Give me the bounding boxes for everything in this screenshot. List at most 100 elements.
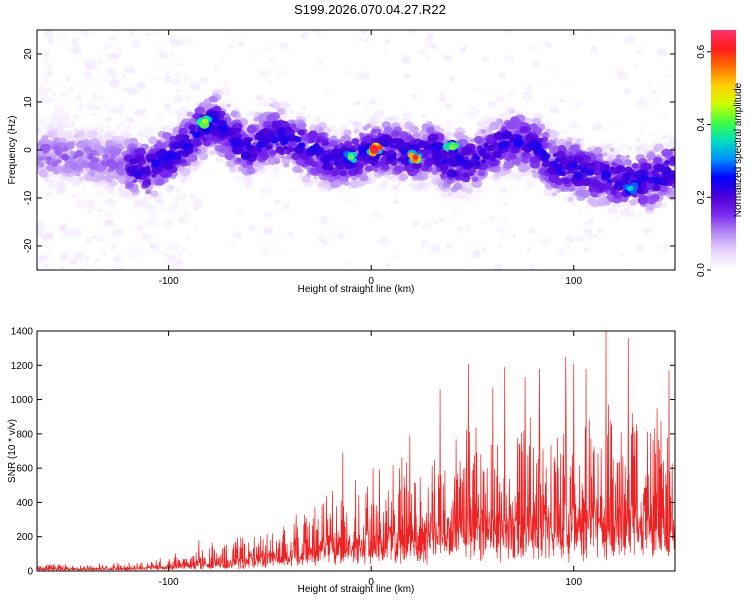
heatmap-cell	[583, 246, 590, 253]
heatmap-cell	[320, 154, 331, 164]
heatmap-cell	[636, 244, 645, 251]
heatmap-cell	[638, 213, 643, 218]
heatmap-cell	[454, 132, 464, 140]
y-tick-label: 1400	[11, 327, 34, 338]
heatmap-cell	[496, 225, 505, 233]
heatmap-cell	[125, 246, 136, 254]
heatmap-cell	[103, 132, 113, 140]
heatmap-cell	[161, 126, 168, 132]
heatmap-cell	[220, 125, 229, 132]
heatmap-cell	[289, 52, 294, 57]
heatmap-cell	[293, 136, 302, 143]
heatmap-cell	[513, 138, 524, 148]
heatmap-cell	[59, 137, 67, 144]
heatmap-cell	[112, 255, 122, 263]
heatmap-cell	[153, 144, 159, 148]
heatmap-cell	[71, 38, 78, 44]
heatmap-cell	[258, 132, 264, 137]
heatmap-cell	[576, 138, 582, 143]
heatmap-cell	[592, 122, 604, 132]
heatmap-cell	[138, 261, 144, 265]
heatmap-cell	[401, 57, 410, 65]
heatmap-cell	[88, 210, 92, 214]
heatmap-cell	[611, 162, 617, 166]
heatmap-cell	[525, 182, 533, 189]
heatmap-cell	[41, 254, 50, 261]
heatmap-cell	[175, 88, 182, 94]
heatmap-cell	[445, 131, 453, 137]
colorbar-tick-label: 0.6	[696, 44, 707, 58]
heatmap-cell	[135, 147, 146, 156]
heatmap-cell	[58, 79, 63, 83]
heatmap-cell	[165, 71, 170, 75]
heatmap-cell	[177, 192, 187, 201]
heatmap-cell	[48, 72, 54, 77]
heatmap-cell	[358, 149, 369, 157]
heatmap-cell	[587, 197, 597, 205]
heatmap-cell	[573, 172, 584, 180]
snr-y-label: SNR (10 * v/v)	[7, 419, 18, 483]
heatmap-cell	[412, 154, 419, 160]
heatmap-cell	[163, 75, 173, 83]
heatmap-cell	[125, 194, 133, 200]
heatmap-cell	[440, 173, 446, 178]
heatmap-cell	[502, 215, 508, 221]
heatmap-cell	[315, 58, 324, 66]
heatmap-cell	[328, 152, 335, 158]
heatmap-cell	[288, 109, 295, 115]
heatmap-cell	[39, 94, 51, 103]
heatmap-cell	[84, 255, 91, 261]
heatmap-cell	[89, 99, 95, 104]
heatmap-cell	[662, 30, 673, 39]
heatmap-cell	[257, 113, 269, 122]
heatmap-cell	[139, 107, 148, 114]
y-tick-label: 200	[16, 532, 33, 543]
heatmap-cell	[447, 192, 453, 196]
heatmap-cell	[601, 170, 612, 180]
heatmap-cell	[269, 149, 277, 156]
heatmap-cell	[468, 263, 474, 268]
heatmap-cell	[582, 222, 589, 227]
heatmap-cell	[76, 103, 84, 110]
heatmap-cell	[483, 142, 489, 148]
heatmap-cell	[109, 161, 119, 170]
heatmap-cell	[286, 146, 295, 153]
heatmap-cell	[445, 243, 453, 250]
heatmap-cell	[178, 107, 189, 116]
heatmap-cell	[205, 167, 210, 171]
heatmap-cell	[256, 147, 262, 152]
heatmap-cell	[667, 134, 673, 139]
heatmap-cell	[431, 142, 442, 151]
heatmap-cell	[636, 188, 644, 195]
x-tick-label: -100	[159, 276, 179, 287]
heatmap-cell	[493, 132, 504, 140]
heatmap-cell	[614, 168, 621, 174]
heatmap-cell	[408, 30, 416, 34]
heatmap-cell	[452, 214, 458, 219]
heatmap-cell	[607, 179, 613, 184]
heatmap-cell	[474, 160, 481, 167]
heatmap-cell	[262, 101, 269, 107]
heatmap-cell	[573, 101, 582, 108]
heatmap-cell	[314, 118, 320, 123]
heatmap-cell	[469, 138, 475, 143]
heatmap-cell	[88, 155, 93, 160]
heatmap-cell	[185, 235, 192, 241]
heatmap-cell	[149, 136, 157, 143]
heatmap-cell	[632, 171, 641, 178]
heatmap-cell	[369, 98, 378, 104]
heatmap-cell	[398, 147, 407, 154]
heatmap-cell	[486, 92, 491, 97]
heatmap-cell	[443, 54, 452, 61]
heatmap-cell	[113, 55, 118, 59]
heatmap-cell	[159, 169, 170, 178]
heatmap-cell	[80, 160, 90, 168]
heatmap-cell	[424, 55, 430, 60]
heatmap-cell	[170, 52, 176, 57]
colorbar: 0.0 0.2 0.4 0.6 Normalized spectral amplitu…	[696, 30, 744, 277]
heatmap-cell	[347, 154, 354, 160]
heatmap-cell	[246, 167, 256, 175]
heatmap-cell	[176, 252, 182, 257]
heatmap-cell	[528, 123, 538, 131]
